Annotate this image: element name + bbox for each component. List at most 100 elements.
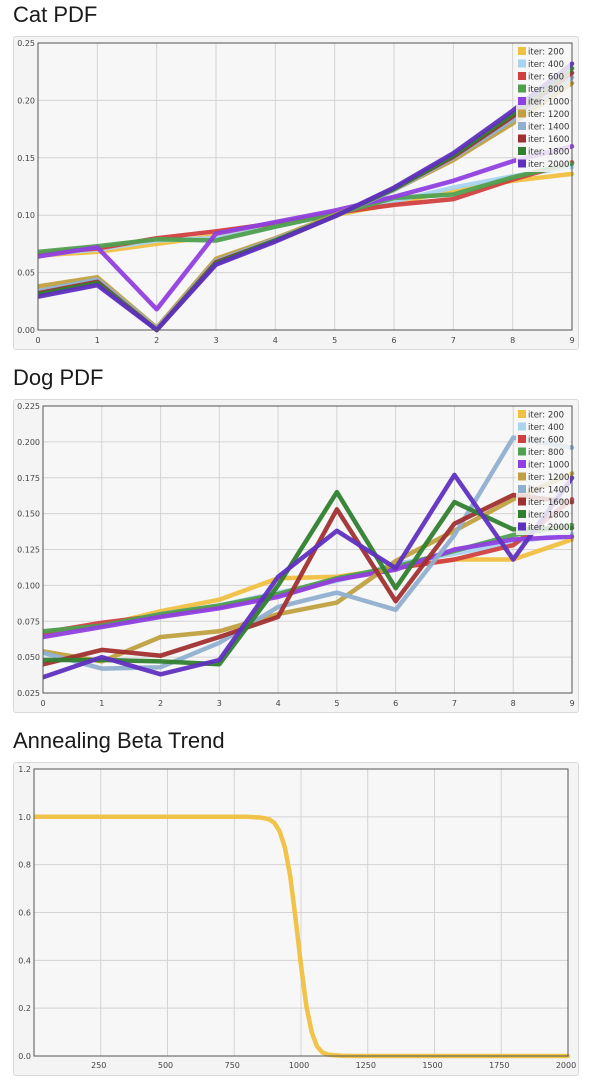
- axis-frame: [37, 42, 573, 331]
- series-line-4: [43, 534, 575, 640]
- y-tick-label: 0.150: [17, 510, 40, 519]
- chart-cat-pdf: 0 1 2 3 4 5 6 7 8 9 0.00 0.05 0.10 0.15 0.20 0.25 iter: …: [13, 36, 579, 350]
- legend-swatch: [518, 59, 526, 68]
- x-tick-label: 2: [154, 336, 159, 345]
- series-line-9: [43, 472, 575, 680]
- series-line-3: [38, 161, 575, 255]
- x-tick-label: 1: [95, 336, 100, 345]
- legend-swatch: [518, 147, 526, 155]
- legend-label: iter: 1000: [528, 461, 569, 471]
- legend-label: iter: 1800: [528, 511, 569, 521]
- series-line-7: [43, 492, 575, 667]
- x-tick-label: 4: [273, 336, 278, 345]
- x-tick-label: 1000: [289, 1061, 309, 1070]
- chart-annealing-beta-trend: 250 500 750 1000 1250 1500 1750 2000 0.0 0.2 0.4 0.…: [13, 762, 579, 1076]
- y-tick-label: 0.100: [17, 581, 40, 590]
- legend-swatch: [518, 422, 526, 431]
- x-tick-label: 1250: [356, 1061, 376, 1070]
- legend-swatch: [518, 134, 526, 143]
- x-tick-label: 7: [451, 336, 456, 345]
- y-tick-label: 0.0: [18, 1052, 31, 1061]
- y-tick-label: 0.25: [17, 39, 35, 48]
- legend-label: iter: 400: [528, 423, 564, 433]
- y-tick-label: 1.2: [18, 765, 31, 774]
- legend-label: iter: 1200: [528, 110, 569, 120]
- legend-swatch: [518, 84, 526, 93]
- x-tick-label: 750: [225, 1061, 240, 1070]
- legend-label: iter: 800: [528, 448, 564, 458]
- chart-dog-pdf: 0 1 2 3 4 5 6 7 8 9 0.025 0.050 0.075 0.100 0.125 0.150…: [13, 399, 579, 713]
- legend-label: iter: 1000: [528, 98, 569, 108]
- x-tick-label: 2: [158, 699, 163, 708]
- axis-frame: [33, 768, 569, 1057]
- series-line-4: [38, 144, 575, 312]
- legend-label: iter: 200: [528, 411, 564, 421]
- y-tick-label: 0.00: [17, 326, 35, 335]
- legend-swatch: [518, 159, 526, 168]
- chart-title-cat-pdf: Cat PDF: [13, 2, 98, 27]
- legend-label: iter: 1400: [528, 486, 569, 496]
- legend-label: iter: 1600: [528, 498, 569, 508]
- x-tick-label: 8: [511, 699, 516, 708]
- legend: iter: 200 iter: 400 iter: 600 iter: 800 iter…: [516, 407, 570, 535]
- x-tick-label: 500: [158, 1061, 173, 1070]
- series-line-0: [34, 814, 571, 1059]
- legend-label: iter: 600: [528, 436, 564, 446]
- legend-swatch: [518, 122, 526, 130]
- legend: iter: 200 iter: 400 iter: 600 iter: 800 iter…: [516, 44, 570, 172]
- x-tick-label: 5: [334, 699, 339, 708]
- legend-swatch: [518, 497, 526, 506]
- y-tick-label: 0.200: [17, 438, 40, 447]
- legend-swatch: [518, 72, 526, 80]
- y-tick-label: 0.15: [17, 154, 35, 163]
- x-tick-label: 3: [213, 336, 218, 345]
- legend-label: iter: 2000: [528, 160, 569, 170]
- legend-label: iter: 1800: [528, 148, 569, 158]
- x-tick-label: 9: [569, 336, 574, 345]
- chart-title-annealing-beta-trend: Annealing Beta Trend: [13, 728, 225, 753]
- legend-label: iter: 2000: [528, 523, 569, 533]
- legend-swatch: [518, 410, 526, 418]
- y-tick-label: 0.2: [18, 1004, 31, 1013]
- legend-swatch: [518, 510, 526, 518]
- chart-title-dog-pdf: Dog PDF: [13, 365, 104, 390]
- y-tick-label: 0.125: [17, 546, 40, 555]
- x-tick-label: 250: [91, 1061, 106, 1070]
- legend-swatch: [518, 435, 526, 443]
- legend-label: iter: 400: [528, 60, 564, 70]
- x-tick-label: 6: [391, 336, 396, 345]
- cat-pdf-plot: 0 1 2 3 4 5 6 7 8 9 0.00 0.05 0.10 0.15 0.20 0.25 iter: …: [17, 39, 575, 345]
- x-tick-label: 7: [452, 699, 457, 708]
- legend-label: iter: 600: [528, 73, 564, 83]
- y-tick-label: 0.050: [17, 653, 40, 662]
- y-tick-label: 0.4: [18, 956, 31, 965]
- x-tick-label: 8: [510, 336, 515, 345]
- y-tick-label: 0.10: [17, 211, 35, 220]
- x-tick-label: 5: [332, 336, 337, 345]
- x-tick-label: 1750: [489, 1061, 509, 1070]
- legend-swatch: [518, 47, 526, 55]
- x-tick-label: 2000: [556, 1061, 576, 1070]
- legend-swatch: [518, 109, 526, 118]
- y-tick-label: 0.6: [18, 909, 31, 918]
- legend-swatch: [518, 447, 526, 456]
- legend-label: iter: 800: [528, 85, 564, 95]
- x-tick-label: 0: [35, 336, 40, 345]
- legend-swatch: [518, 485, 526, 493]
- legend-swatch: [518, 460, 526, 468]
- legend-label: iter: 1200: [528, 473, 569, 483]
- y-tick-label: 0.075: [17, 617, 40, 626]
- legend-label: iter: 1600: [528, 135, 569, 145]
- x-tick-label: 9: [569, 699, 574, 708]
- x-tick-label: 1500: [422, 1061, 442, 1070]
- y-tick-label: 0.225: [17, 402, 40, 411]
- y-tick-label: 0.20: [17, 96, 35, 105]
- y-tick-label: 0.025: [17, 689, 40, 698]
- legend-swatch: [518, 472, 526, 481]
- x-tick-label: 0: [40, 699, 45, 708]
- x-tick-label: 6: [393, 699, 398, 708]
- y-tick-label: 1.0: [18, 813, 31, 822]
- x-tick-label: 4: [276, 699, 281, 708]
- x-tick-label: 1: [99, 699, 104, 708]
- legend-label: iter: 1400: [528, 123, 569, 133]
